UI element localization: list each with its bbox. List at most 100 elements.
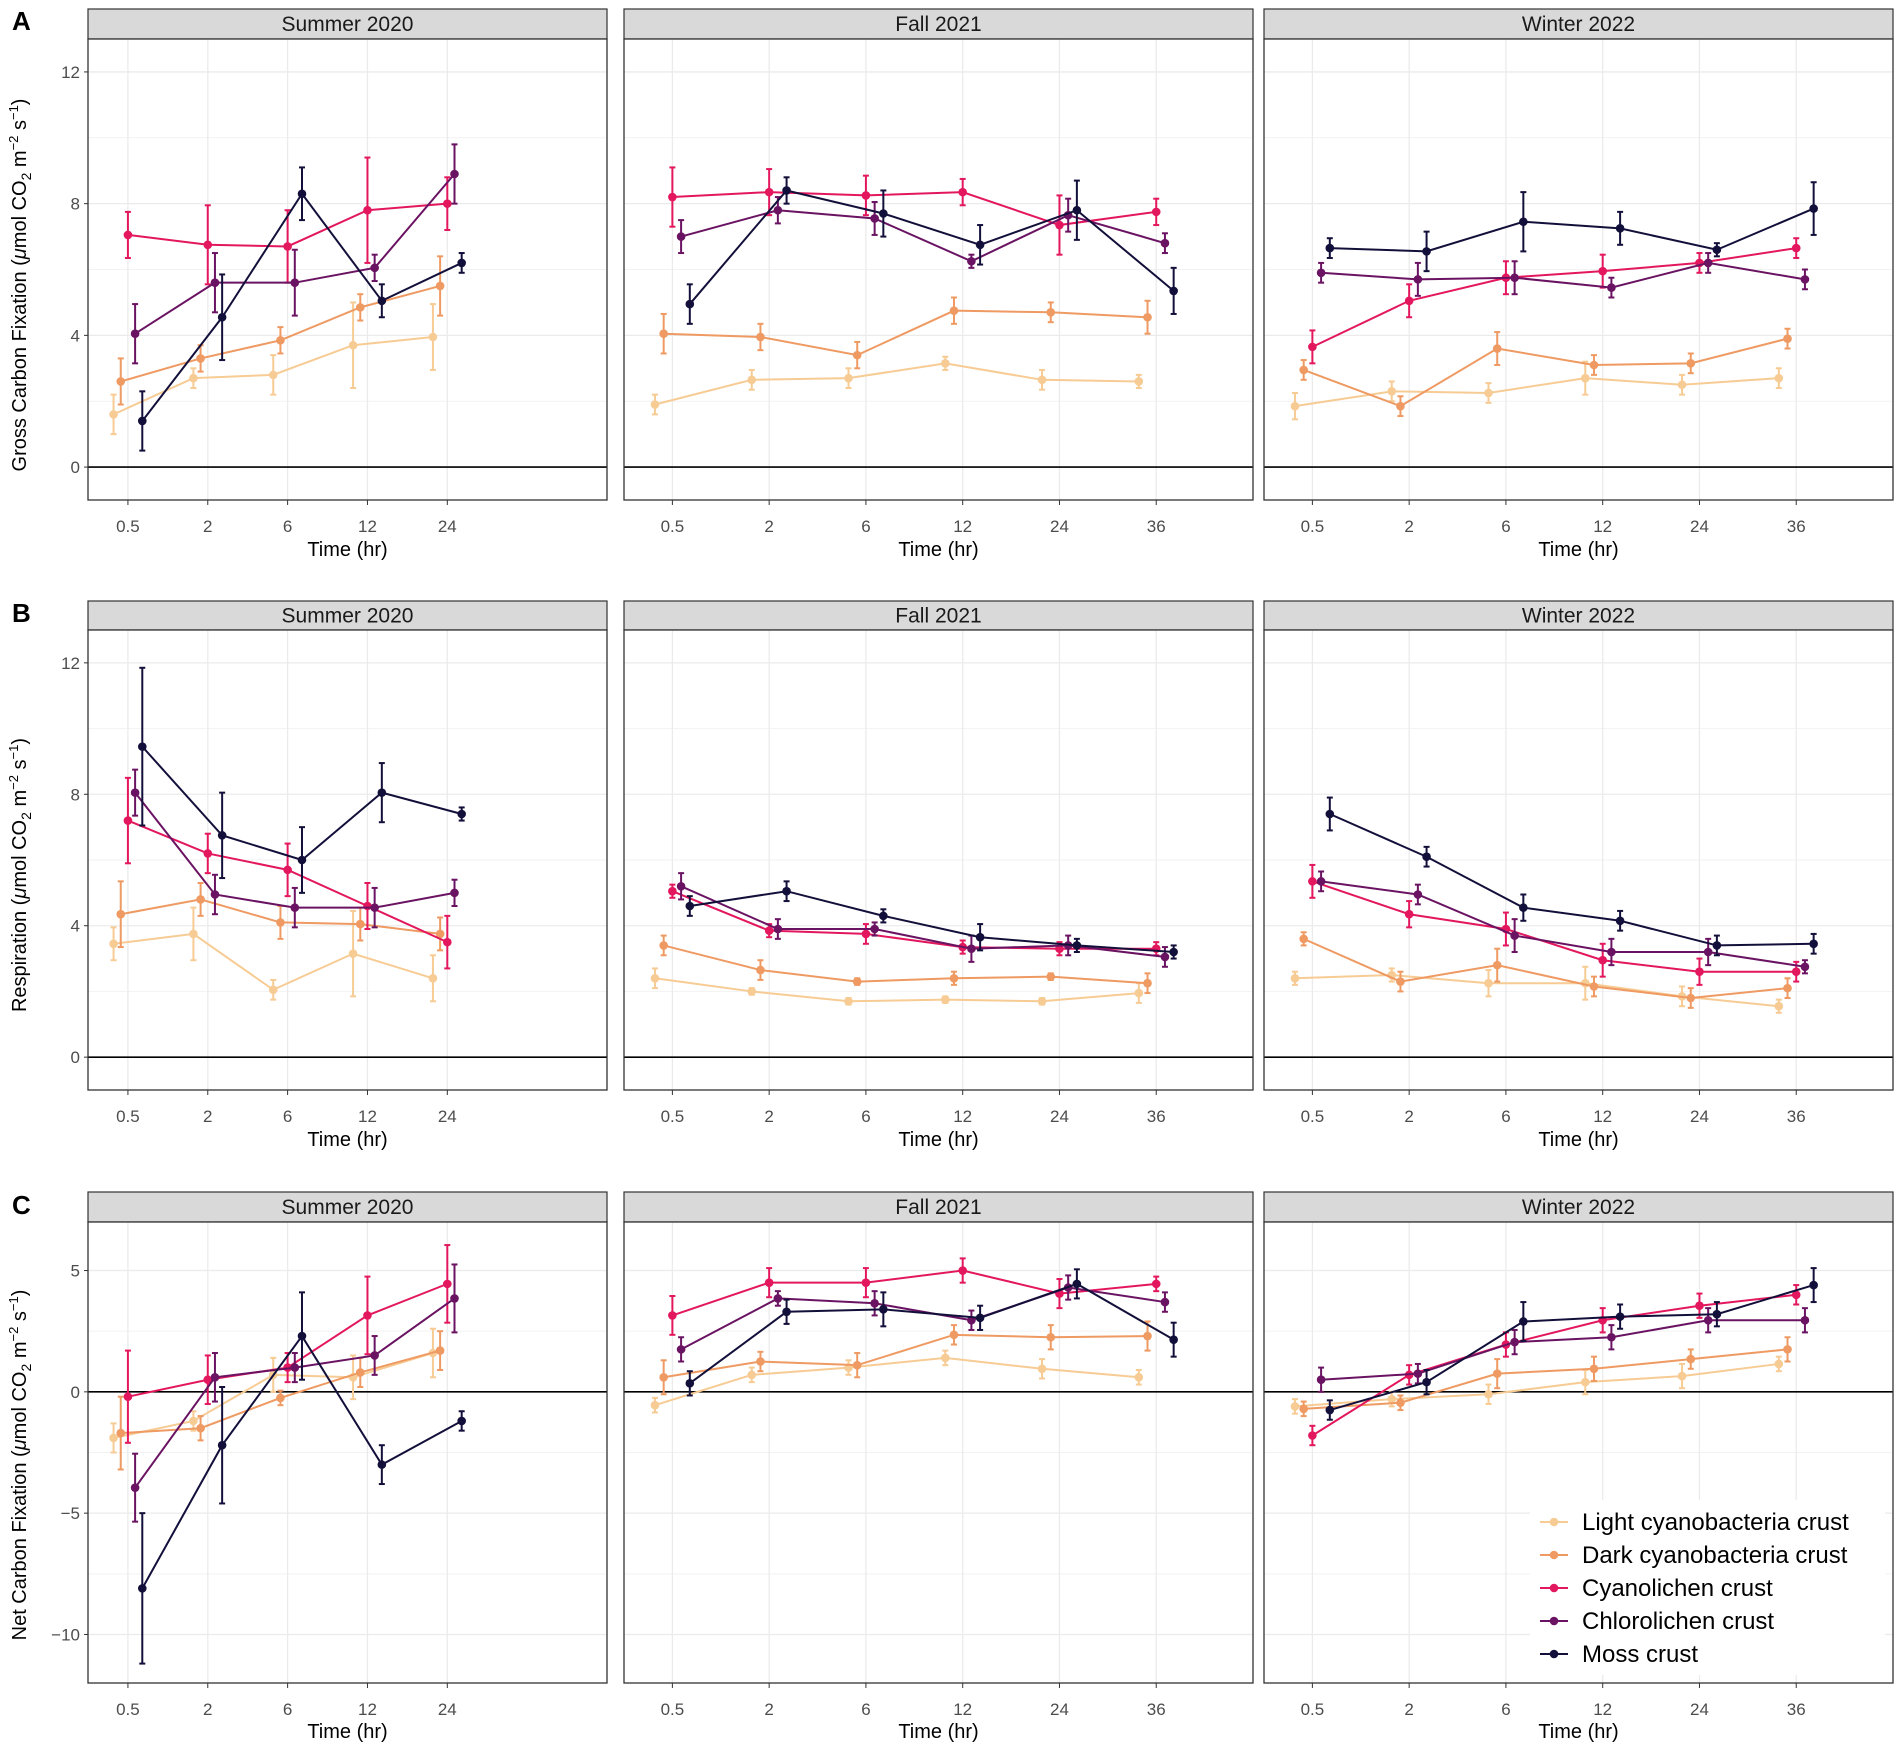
series-light bbox=[650, 967, 1144, 1006]
data-point bbox=[203, 1375, 213, 1385]
data-point bbox=[685, 299, 695, 309]
y-axis-title-unit: m bbox=[9, 1342, 31, 1364]
legend-item-dark: Dark cyanobacteria crust bbox=[1540, 1542, 1848, 1569]
data-point bbox=[1290, 1402, 1300, 1411]
data-point bbox=[1607, 947, 1616, 957]
y-axis-title-mu: μ bbox=[9, 888, 31, 900]
data-point bbox=[1404, 296, 1414, 306]
data-point bbox=[1677, 380, 1687, 390]
x-tick-label: 12 bbox=[953, 1107, 972, 1126]
series-moss bbox=[137, 666, 466, 894]
data-point bbox=[435, 1346, 445, 1355]
y-tick-label: −10 bbox=[51, 1625, 80, 1644]
facet-strip bbox=[87, 600, 608, 631]
x-axis-title: Time (hr) bbox=[1538, 539, 1618, 561]
y-axis-title-superscript: −2 bbox=[6, 1327, 21, 1342]
series-moss bbox=[685, 1268, 1178, 1397]
facet-title: Summer 2020 bbox=[282, 1196, 414, 1219]
legend-item-chloro: Chlorolichen crust bbox=[1540, 1608, 1774, 1635]
series-moss bbox=[1325, 181, 1818, 273]
y-axis-title-unit: s bbox=[9, 120, 31, 136]
series-line bbox=[654, 362, 1139, 406]
data-point bbox=[940, 1353, 950, 1363]
facet-strip bbox=[87, 1191, 608, 1223]
y-axis-title-unit: m bbox=[9, 150, 31, 172]
y-axis-title-text: ) bbox=[9, 738, 31, 745]
data-point bbox=[1387, 387, 1397, 396]
data-point bbox=[1695, 1301, 1704, 1311]
series-dark bbox=[1299, 931, 1792, 1009]
series-line bbox=[672, 1269, 1157, 1317]
x-tick-label: 6 bbox=[1501, 1700, 1510, 1719]
data-point bbox=[443, 937, 452, 947]
data-point bbox=[1046, 1332, 1056, 1342]
data-point bbox=[1422, 1377, 1431, 1387]
legend-key-point bbox=[1549, 1550, 1559, 1560]
panel-border bbox=[623, 629, 1254, 1091]
data-point bbox=[676, 881, 686, 891]
data-point bbox=[1589, 360, 1599, 370]
x-tick-label: 24 bbox=[1050, 1700, 1069, 1719]
x-tick-label: 0.5 bbox=[661, 1107, 685, 1126]
series-moss bbox=[1325, 796, 1818, 957]
series-chloro bbox=[676, 196, 1170, 269]
panel-border bbox=[1263, 629, 1894, 1091]
data-point bbox=[1160, 238, 1170, 248]
x-tick-label: 6 bbox=[1501, 517, 1510, 536]
series-chloro bbox=[130, 1263, 459, 1523]
x-tick-label: 0.5 bbox=[1301, 1700, 1325, 1719]
x-axis-title: Time (hr) bbox=[1538, 1129, 1618, 1151]
data-point bbox=[1134, 988, 1144, 998]
series-line bbox=[1311, 247, 1797, 348]
data-point bbox=[268, 985, 278, 995]
data-point bbox=[668, 886, 677, 896]
legend-label: Dark cyanobacteria crust bbox=[1582, 1542, 1848, 1569]
series-cyano bbox=[668, 166, 1161, 256]
series-line bbox=[1312, 880, 1797, 973]
data-point bbox=[1143, 312, 1152, 322]
data-point bbox=[747, 987, 757, 996]
facet-strip bbox=[87, 8, 608, 40]
data-point bbox=[764, 1278, 774, 1287]
y-axis-title-text: Net Carbon Fixation ( bbox=[9, 1450, 31, 1640]
series-chloro bbox=[1316, 252, 1810, 299]
series-line bbox=[1329, 207, 1815, 253]
y-axis-title-text: ) bbox=[9, 99, 31, 106]
data-point bbox=[1519, 217, 1528, 227]
data-point bbox=[940, 995, 950, 1004]
data-point bbox=[1169, 286, 1178, 296]
y-tick-label: 4 bbox=[71, 917, 80, 936]
data-point bbox=[773, 924, 783, 934]
data-point bbox=[773, 1294, 783, 1303]
data-point bbox=[1325, 1405, 1335, 1415]
panel-border bbox=[623, 1221, 1254, 1684]
x-axis-title: Time (hr) bbox=[898, 539, 978, 561]
data-point bbox=[268, 370, 278, 380]
data-point bbox=[668, 1311, 677, 1320]
data-point bbox=[217, 831, 227, 840]
series-dark bbox=[116, 880, 445, 952]
y-axis-title-subscript: 2 bbox=[18, 1364, 34, 1372]
facet-title: Fall 2021 bbox=[895, 605, 981, 628]
series-chloro bbox=[130, 768, 459, 929]
series-chloro bbox=[130, 143, 459, 365]
legend-key-point bbox=[1549, 1517, 1559, 1527]
y-axis-title-unit: mol CO bbox=[9, 820, 31, 888]
data-point bbox=[116, 909, 126, 919]
data-point bbox=[276, 918, 285, 927]
data-point bbox=[782, 886, 791, 896]
data-point bbox=[852, 1360, 862, 1370]
data-point bbox=[377, 296, 387, 306]
x-tick-label: 2 bbox=[1404, 517, 1413, 536]
y-axis-title-superscript: −1 bbox=[6, 745, 21, 760]
data-point bbox=[1703, 1315, 1713, 1325]
series-dark bbox=[659, 934, 1152, 995]
x-tick-label: 36 bbox=[1147, 1700, 1166, 1719]
y-axis-title: Respiration (μmol CO2 m−2 s−1) bbox=[6, 738, 34, 1012]
x-tick-label: 2 bbox=[1404, 1107, 1413, 1126]
series-light bbox=[650, 355, 1144, 416]
series-line bbox=[654, 977, 1139, 1003]
data-point bbox=[196, 895, 205, 904]
legend-item-light: Light cyanobacteria crust bbox=[1540, 1509, 1849, 1536]
x-tick-label: 0.5 bbox=[1301, 517, 1325, 536]
